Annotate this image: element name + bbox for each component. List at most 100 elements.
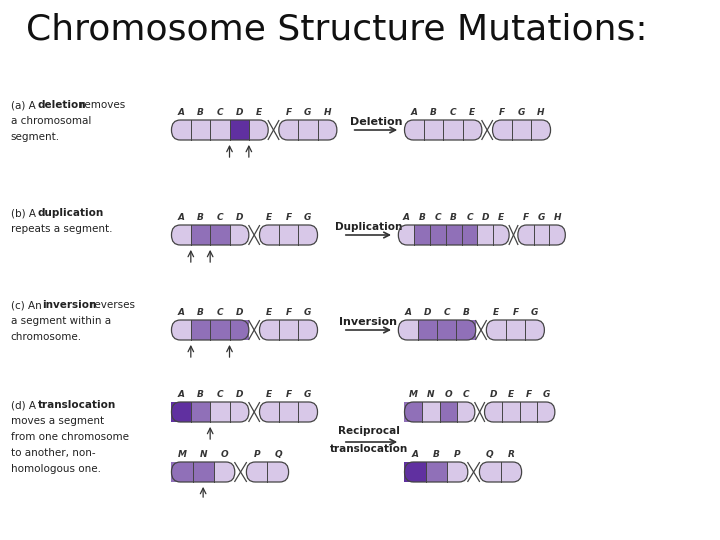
Bar xyxy=(446,225,462,245)
Text: C: C xyxy=(217,213,223,222)
Text: (b) A: (b) A xyxy=(11,208,39,218)
Text: to another, non-: to another, non- xyxy=(11,448,95,458)
Text: Inversion: Inversion xyxy=(339,317,397,327)
Text: B: B xyxy=(418,213,426,222)
Text: E: E xyxy=(498,213,504,222)
Text: B: B xyxy=(197,108,204,117)
Text: Deletion: Deletion xyxy=(350,117,402,127)
Text: (a) A: (a) A xyxy=(11,100,39,110)
FancyBboxPatch shape xyxy=(171,462,235,482)
FancyBboxPatch shape xyxy=(492,120,551,140)
Text: A: A xyxy=(405,308,412,317)
Text: reverses: reverses xyxy=(87,300,135,310)
Bar xyxy=(191,402,210,422)
Text: Chromosome Structure Mutations:: Chromosome Structure Mutations: xyxy=(27,12,648,46)
Text: C: C xyxy=(463,390,469,399)
Text: G: G xyxy=(518,108,525,117)
Text: A: A xyxy=(178,108,184,117)
Bar xyxy=(171,402,191,422)
Text: E: E xyxy=(493,308,499,317)
Text: Reciprocal: Reciprocal xyxy=(338,426,400,436)
FancyBboxPatch shape xyxy=(171,402,249,422)
Text: B: B xyxy=(450,213,457,222)
Text: G: G xyxy=(538,213,545,222)
Text: O: O xyxy=(445,390,452,399)
Text: G: G xyxy=(542,390,550,399)
Bar xyxy=(456,320,476,340)
Text: D: D xyxy=(490,390,497,399)
Text: P: P xyxy=(454,450,461,459)
Text: inversion: inversion xyxy=(42,300,97,310)
Text: E: E xyxy=(266,390,272,399)
FancyBboxPatch shape xyxy=(259,320,318,340)
Bar xyxy=(230,320,249,340)
Text: from one chromosome: from one chromosome xyxy=(11,432,129,442)
Text: F: F xyxy=(285,390,292,399)
Bar xyxy=(426,462,446,482)
Text: A: A xyxy=(178,390,184,399)
Text: translocation: translocation xyxy=(330,444,408,454)
FancyBboxPatch shape xyxy=(171,225,249,245)
Text: duplication: duplication xyxy=(38,208,104,218)
Text: segment.: segment. xyxy=(11,132,60,142)
Text: C: C xyxy=(467,213,473,222)
Bar xyxy=(192,462,214,482)
FancyBboxPatch shape xyxy=(398,225,509,245)
Text: (c) An: (c) An xyxy=(11,300,45,310)
Text: B: B xyxy=(197,390,204,399)
Text: F: F xyxy=(513,308,518,317)
Text: F: F xyxy=(523,213,528,222)
Bar xyxy=(191,225,210,245)
Text: M: M xyxy=(409,390,418,399)
Text: A: A xyxy=(410,108,418,117)
FancyBboxPatch shape xyxy=(171,120,268,140)
Text: G: G xyxy=(531,308,539,317)
Text: Duplication: Duplication xyxy=(335,222,402,232)
Text: G: G xyxy=(304,108,312,117)
Text: N: N xyxy=(427,390,435,399)
Text: A: A xyxy=(178,213,184,222)
Bar xyxy=(462,225,477,245)
FancyBboxPatch shape xyxy=(405,462,468,482)
Text: A: A xyxy=(412,450,418,459)
Text: C: C xyxy=(444,308,450,317)
Text: C: C xyxy=(217,390,223,399)
Text: E: E xyxy=(508,390,514,399)
Text: H: H xyxy=(537,108,544,117)
Text: A: A xyxy=(402,213,410,222)
Text: E: E xyxy=(266,308,272,317)
Text: E: E xyxy=(256,108,261,117)
Text: F: F xyxy=(285,213,292,222)
FancyBboxPatch shape xyxy=(480,462,521,482)
Bar xyxy=(414,225,430,245)
FancyBboxPatch shape xyxy=(279,120,337,140)
Text: removes: removes xyxy=(77,100,125,110)
Text: A: A xyxy=(178,308,184,317)
Text: C: C xyxy=(435,213,441,222)
Text: G: G xyxy=(304,390,312,399)
FancyBboxPatch shape xyxy=(518,225,565,245)
Text: G: G xyxy=(304,213,312,222)
Text: E: E xyxy=(469,108,475,117)
Text: chromosome.: chromosome. xyxy=(11,332,81,342)
Text: B: B xyxy=(197,213,204,222)
Text: D: D xyxy=(235,308,243,317)
Text: N: N xyxy=(199,450,207,459)
Text: D: D xyxy=(482,213,489,222)
Text: Q: Q xyxy=(274,450,282,459)
FancyBboxPatch shape xyxy=(259,402,318,422)
Text: B: B xyxy=(430,108,437,117)
Text: H: H xyxy=(554,213,561,222)
Text: moves a segment: moves a segment xyxy=(11,416,104,426)
Text: D: D xyxy=(423,308,431,317)
Text: D: D xyxy=(235,213,243,222)
Text: F: F xyxy=(499,108,505,117)
Text: F: F xyxy=(526,390,531,399)
Bar xyxy=(191,320,210,340)
Text: H: H xyxy=(323,108,331,117)
Text: P: P xyxy=(253,450,260,459)
Bar xyxy=(210,320,230,340)
Text: E: E xyxy=(266,213,272,222)
Text: D: D xyxy=(235,108,243,117)
Text: homologous one.: homologous one. xyxy=(11,464,101,474)
